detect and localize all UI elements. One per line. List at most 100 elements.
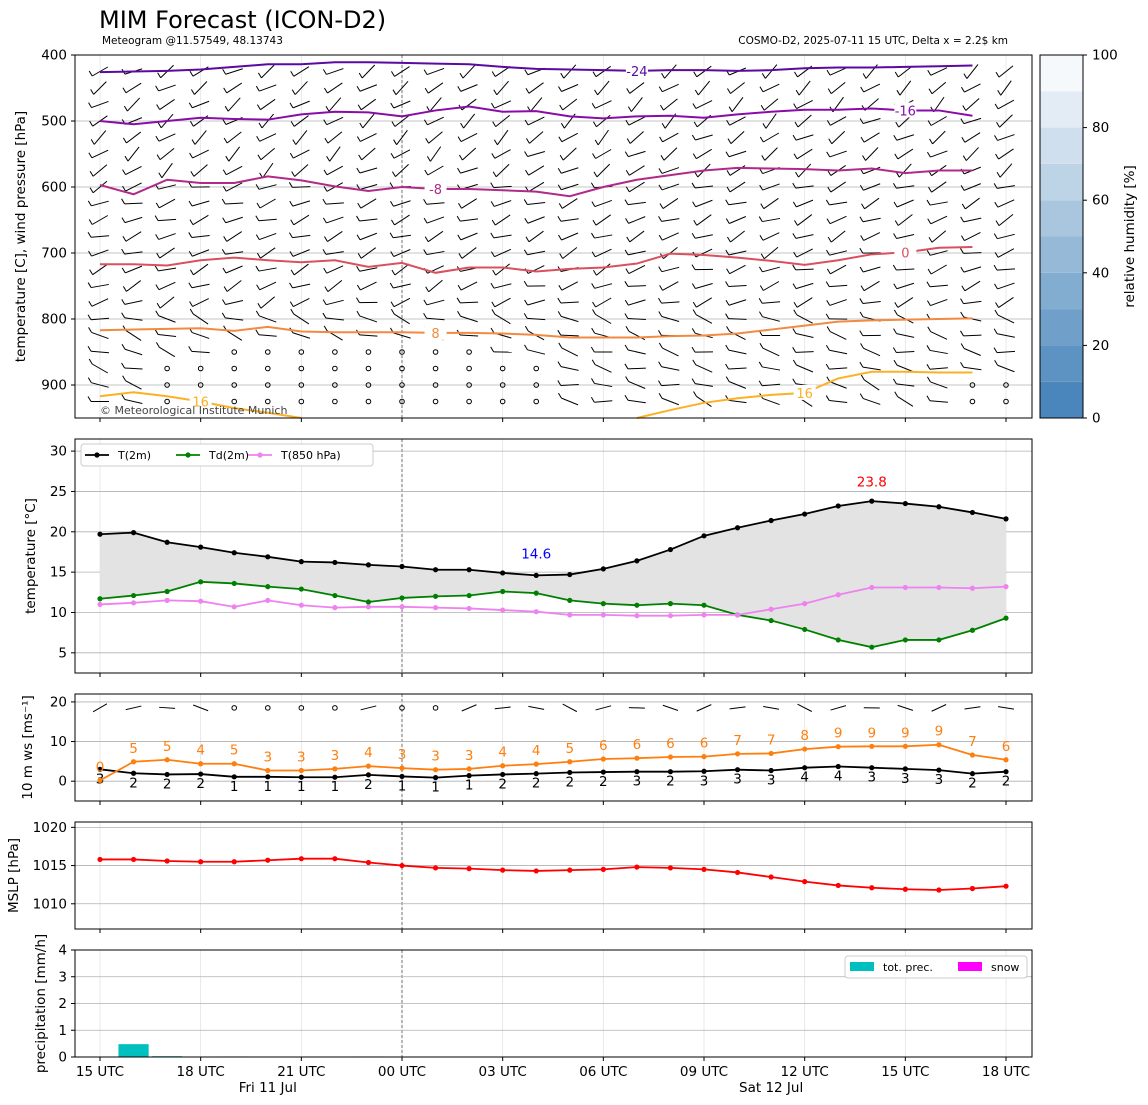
wind-barb — [695, 234, 713, 239]
wind-barb — [293, 297, 310, 308]
wind-barb-flag — [356, 297, 360, 303]
wind-value-label: 4 — [800, 770, 809, 786]
wind-barb — [91, 215, 109, 225]
series-point-0 — [399, 563, 405, 570]
wind-barb-flag — [860, 343, 864, 349]
wind-barb — [158, 281, 176, 291]
wind-barb — [260, 147, 275, 161]
wind-barb-flag — [524, 119, 529, 126]
calm-marker — [164, 398, 170, 405]
wind-barb — [728, 318, 747, 320]
wind-barb-flag — [826, 249, 830, 256]
wind-barb-flag — [323, 267, 328, 274]
wind-barb-flag — [558, 234, 562, 241]
wind-barb — [896, 364, 914, 373]
wind-barb — [964, 83, 981, 93]
wind-barb-flag — [560, 72, 565, 79]
wind-barb-flag — [960, 311, 965, 318]
wind-barb — [429, 97, 442, 112]
wind-barb-flag — [121, 267, 126, 274]
wind-barb-flag — [322, 312, 327, 319]
wind-barb — [932, 130, 946, 145]
wind-barb-flag — [460, 122, 464, 129]
wind-barb — [864, 379, 880, 391]
y-tick-label: 10 — [50, 605, 67, 621]
calm-marker — [197, 382, 204, 388]
wind-barb-flag — [860, 86, 865, 93]
wind-barb — [830, 81, 846, 95]
wind-barb-flag — [87, 345, 92, 352]
wind-value-label: 9 — [901, 725, 910, 741]
wind-barb-flag — [558, 203, 563, 209]
wind-barb — [427, 82, 444, 94]
wind-point-1 — [1003, 757, 1009, 763]
wind-barb-flag — [155, 202, 160, 209]
wind-barb — [159, 147, 175, 161]
wind-barb-flag — [759, 136, 764, 143]
wind-barb — [527, 116, 545, 126]
wind-point-0 — [265, 774, 271, 780]
series-point-2 — [130, 600, 137, 606]
wind-barb — [930, 381, 948, 389]
y-axis-label: precipitation [mm/h] — [33, 934, 49, 1073]
day-label: Fri 11 Jul — [239, 1080, 297, 1096]
series-point-1 — [869, 644, 875, 650]
wind-barb — [125, 165, 142, 176]
wind-barb — [862, 366, 881, 371]
wind-barb — [261, 113, 274, 129]
series-point-1 — [265, 584, 271, 590]
wind-barb-flag — [491, 301, 496, 308]
wind-barb-flag — [658, 266, 663, 272]
wind-barb — [930, 215, 948, 225]
wind-barb-flag — [893, 359, 898, 366]
wind-value-label: 7 — [733, 733, 742, 749]
wind-barb-flag — [323, 325, 328, 332]
wind-barb — [796, 199, 814, 208]
wind-barb-flag — [490, 232, 495, 239]
wind-barb — [527, 151, 546, 157]
wind-barb — [597, 80, 610, 96]
wind-barb-flag — [960, 235, 965, 241]
wind-barb — [560, 384, 579, 386]
wind-barb-flag — [895, 171, 900, 178]
wind-barb-flag — [154, 329, 159, 335]
wind-barb-flag — [393, 139, 398, 145]
series-point-1 — [298, 586, 304, 592]
wind-barb-flag — [423, 199, 428, 205]
wind-barb-flag — [792, 233, 797, 239]
wind-barb — [865, 147, 879, 161]
wind-barb-flag — [725, 376, 730, 382]
wind-barb-flag — [660, 104, 664, 111]
mslp-point — [734, 869, 741, 876]
wind-barb — [628, 707, 645, 709]
wind-barb-flag — [859, 393, 864, 399]
wind-barb — [996, 268, 1016, 271]
wind-barb-flag — [793, 103, 798, 109]
wind-barb-flag — [625, 170, 630, 176]
calm-marker — [332, 349, 338, 355]
wind-barb — [393, 249, 411, 257]
wind-barb-flag — [760, 203, 765, 209]
wind-barb — [664, 64, 677, 79]
series-point-1 — [164, 588, 170, 595]
wind-barb-flag — [827, 88, 832, 94]
series-point-0 — [500, 570, 506, 576]
wind-barb-flag — [725, 363, 729, 370]
mslp-point — [130, 856, 137, 863]
wind-barb — [730, 82, 745, 94]
wind-barb — [260, 98, 276, 111]
wind-barb — [661, 183, 680, 191]
wind-barb — [125, 705, 142, 711]
wind-barb-flag — [592, 219, 597, 226]
wind-barb-flag — [557, 215, 562, 222]
wind-barb — [696, 65, 712, 78]
wind-barb-flag — [792, 134, 797, 141]
wind-barb — [662, 281, 679, 291]
y-tick-label: 400 — [41, 48, 67, 64]
wind-barb — [125, 330, 142, 341]
wind-barb — [91, 331, 109, 340]
legend-swatch — [958, 962, 982, 971]
calm-marker — [231, 365, 238, 372]
wind-barb-flag — [491, 153, 496, 159]
wind-barb-flag — [926, 364, 931, 370]
